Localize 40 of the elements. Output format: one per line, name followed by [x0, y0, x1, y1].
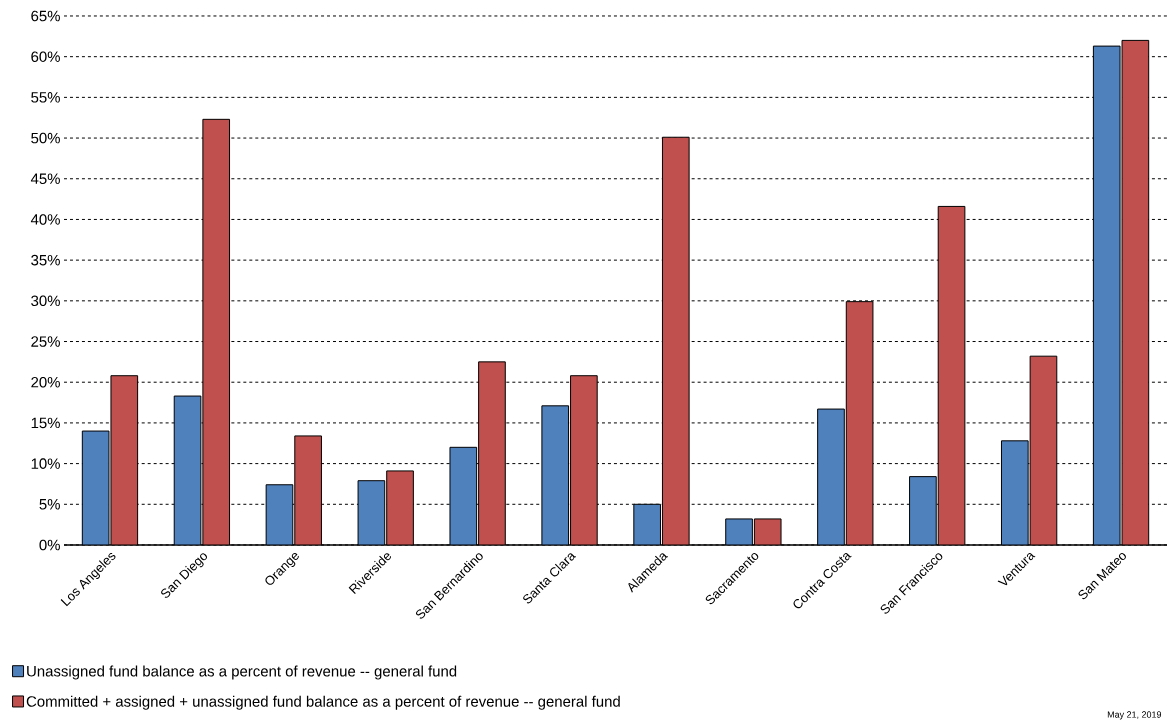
bar: [1029, 355, 1058, 545]
y-tick-label: 10%: [31, 458, 60, 469]
bar: [478, 361, 506, 545]
bar: [1121, 39, 1150, 545]
y-tick-label: 65%: [31, 10, 60, 22]
bar: [1000, 440, 1029, 545]
y-tick-label: 30%: [31, 295, 60, 307]
legend-label: Committed + assigned + unassigned fund balance as a percent of revenue -- general fund: [26, 695, 620, 710]
bar: [202, 118, 231, 545]
bar: [661, 136, 690, 545]
bar: [265, 484, 294, 545]
y-tick-label: 40%: [30, 214, 60, 225]
y-tick-label: 0%: [39, 539, 60, 551]
y-tick-label: 5%: [39, 499, 60, 510]
y-tick-label: 50%: [31, 132, 60, 144]
bar: [110, 375, 139, 545]
bar: [845, 301, 874, 545]
bar: [541, 405, 570, 545]
y-tick-label: 25%: [31, 336, 60, 347]
y-tick-label: 20%: [31, 376, 60, 388]
text: May 21, 2019: [1107, 711, 1162, 720]
legend-label: Unassigned fund balance as a percent of revenue -- general fund: [27, 665, 457, 680]
bar: [570, 375, 598, 545]
y-tick-label: 35%: [31, 254, 60, 266]
bar: [1092, 45, 1121, 545]
y-tick-label: 45%: [30, 173, 60, 185]
bar: [725, 518, 753, 545]
bar: [937, 205, 966, 545]
y-tick-label: 60%: [31, 51, 60, 62]
bar: [294, 435, 322, 545]
y-tick-label: 15%: [31, 417, 60, 429]
bar: [817, 408, 845, 545]
bar: [357, 480, 386, 545]
bar: [386, 470, 414, 545]
bar: [449, 446, 478, 545]
y-tick-label: 55%: [31, 92, 60, 103]
bar: [81, 430, 110, 545]
bar: [633, 503, 661, 545]
bar: [173, 395, 202, 545]
bar: [909, 476, 937, 545]
